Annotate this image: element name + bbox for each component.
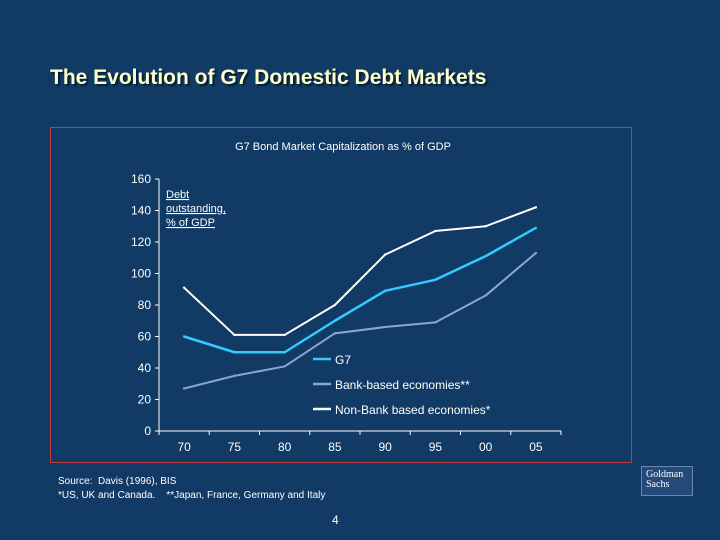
logo-line-2: Sachs: [646, 479, 670, 490]
series-3-point: [283, 333, 286, 337]
legend-label: G7: [335, 353, 351, 367]
chart-legend: G7 Bank-based economies** Non-Bank based e…: [313, 353, 491, 417]
x-tick-label: 80: [278, 440, 292, 454]
slide-title: The Evolution of G7 Domestic Debt Market…: [50, 66, 487, 89]
chart-axes: 0 20 40 60 80 100 120 140 160 70 75 80 85 90 95 00 05: [131, 172, 562, 454]
series-2-point: [182, 387, 186, 390]
y-tick-label: 120: [131, 235, 151, 249]
series-3-point: [534, 206, 538, 209]
series-3-point: [333, 303, 337, 307]
series-1-point: [283, 351, 286, 354]
logo-line-1: Goldman: [646, 469, 684, 480]
series-1-point: [383, 289, 387, 293]
chart-annotation: Debt outstanding, % of GDP: [166, 189, 226, 229]
chart-series: [182, 206, 538, 390]
series-1-point: [534, 226, 538, 230]
x-tick-label: 70: [177, 440, 191, 454]
series-2-point: [534, 251, 538, 255]
chart-frame: G7 Bond Market Capitalization as % of GD…: [50, 127, 632, 463]
annotation-line: Debt: [166, 189, 189, 201]
series-2-point: [333, 332, 337, 335]
x-tick-label: 90: [378, 440, 392, 454]
y-tick-label: 100: [131, 267, 151, 281]
series-line-2: [183, 252, 537, 390]
series-3-point: [434, 229, 437, 233]
x-tick-label: 00: [479, 440, 493, 454]
series-1-point: [484, 254, 487, 258]
series-2-point: [233, 374, 236, 378]
x-tick-label: 95: [429, 440, 443, 454]
y-tick-label: 140: [131, 204, 151, 218]
x-tick-label: 05: [529, 440, 543, 454]
series-2-point: [484, 294, 487, 297]
page-number: 4: [332, 513, 339, 527]
series-3-point: [383, 253, 387, 256]
annotation-line: outstanding,: [166, 203, 226, 215]
series-line-1: [183, 226, 537, 354]
x-tick-label: 75: [228, 440, 242, 454]
x-tick-label: 85: [328, 440, 342, 454]
series-3-point: [233, 333, 236, 337]
series-1-point: [233, 351, 236, 354]
annotation-line: % of GDP: [166, 217, 215, 229]
y-tick-label: 20: [138, 393, 152, 407]
series-1-point: [434, 278, 437, 281]
y-tick-label: 60: [138, 330, 152, 344]
chart-title: G7 Bond Market Capitalization as % of GD…: [235, 141, 451, 153]
y-tick-label: 80: [138, 298, 152, 312]
series-1-point: [182, 335, 186, 338]
series-line-3: [183, 206, 537, 336]
chart: G7 Bond Market Capitalization as % of GD…: [131, 141, 562, 454]
source-line-2: *US, UK and Canada. **Japan, France, Ger…: [58, 490, 326, 501]
series-3-point: [484, 225, 487, 228]
source-note: Source: Davis (1996), BIS *US, UK and Ca…: [58, 475, 325, 503]
goldman-sachs-logo: Goldman Sachs: [641, 466, 693, 496]
legend-label: Bank-based economies**: [335, 378, 470, 392]
source-line-1: Source: Davis (1996), BIS: [58, 476, 177, 487]
series-1-point: [333, 319, 337, 322]
y-tick-label: 40: [138, 361, 152, 375]
series-3-point: [182, 286, 186, 289]
y-tick-label: 160: [131, 172, 151, 186]
y-tick-label: 0: [144, 424, 151, 438]
series-2-point: [434, 321, 437, 324]
series-2-point: [383, 325, 387, 329]
series-2-point: [283, 365, 286, 368]
legend-label: Non-Bank based economies*: [335, 403, 491, 417]
